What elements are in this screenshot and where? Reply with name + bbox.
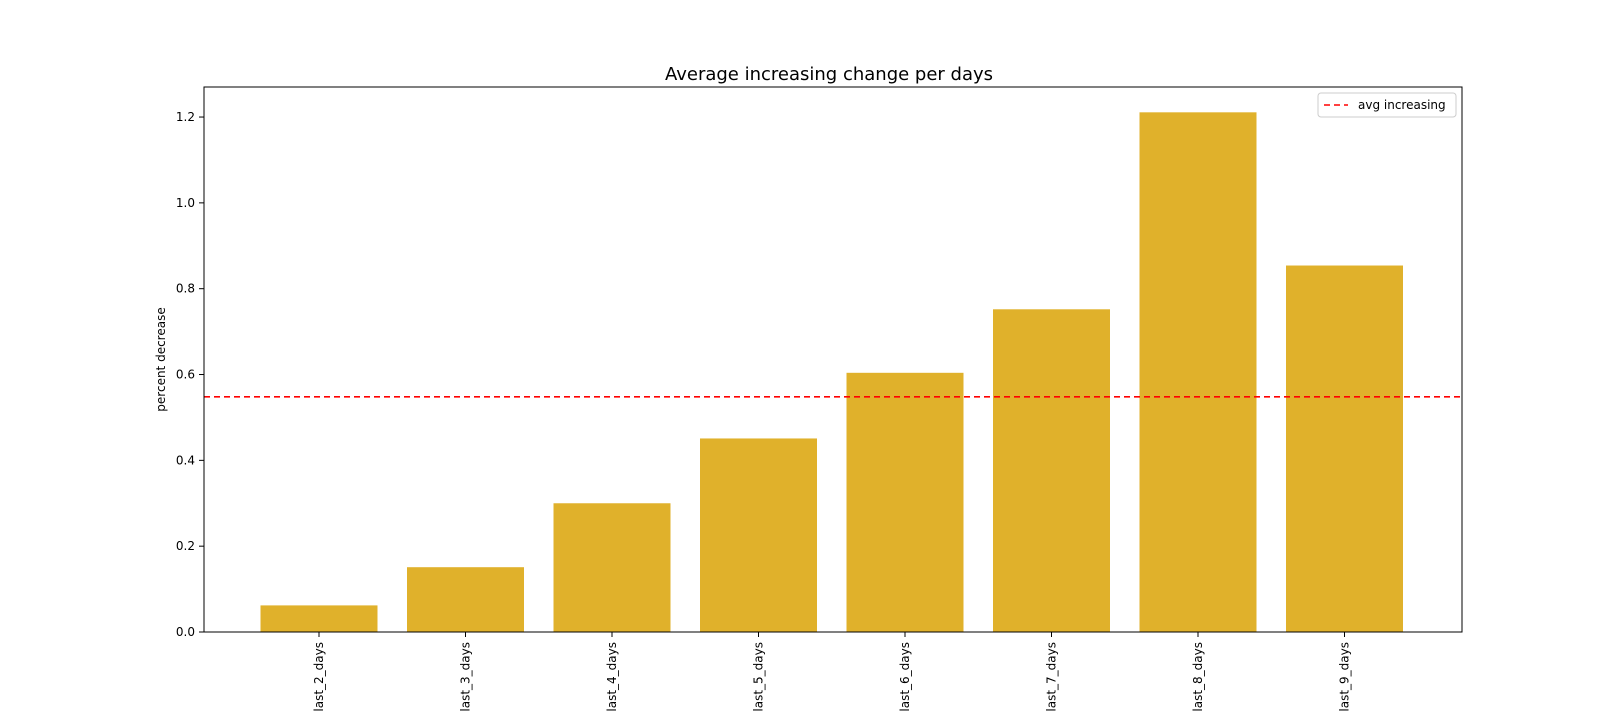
x-tick-label: last_9_days	[1338, 642, 1352, 712]
bar-last_4_days	[553, 503, 671, 632]
y-tick-label: 1.0	[176, 196, 195, 210]
bar-last_2_days	[260, 605, 378, 632]
x-tick-label: last_6_days	[898, 642, 912, 712]
x-tick-label: last_3_days	[459, 642, 473, 712]
bar-last_8_days	[1139, 112, 1257, 632]
legend-box	[1317, 92, 1457, 118]
x-tick-label: last_2_days	[312, 642, 326, 712]
bar-last_9_days	[1286, 265, 1403, 632]
x-tick-label: last_8_days	[1191, 642, 1205, 712]
y-tick-label: 1.2	[176, 110, 195, 124]
bar-last_5_days	[700, 438, 817, 632]
axes-layer: 0.0 0.2 0.4 0.6 0.8 1.0 1.2 last_2_days last_3_d…	[176, 86, 1463, 712]
x-tick-label: last_7_days	[1045, 642, 1059, 712]
bar-last_6_days	[846, 372, 964, 632]
bars-layer	[260, 112, 1403, 632]
y-tick-label: 0.8	[176, 282, 195, 296]
bar-last_7_days	[993, 309, 1110, 632]
y-tick-label: 0.2	[176, 539, 195, 553]
legend: avg increasing	[1317, 92, 1457, 118]
bar-last_3_days	[407, 567, 524, 632]
x-tick-label: last_4_days	[605, 642, 619, 712]
x-tick-label: last_5_days	[752, 642, 766, 712]
y-tick-label: 0.4	[176, 453, 195, 467]
legend-label: avg increasing	[1358, 98, 1446, 112]
plot-frame	[203, 86, 1463, 633]
y-axis-label: percent decrease	[154, 307, 168, 411]
chart-title: Average increasing change per days	[665, 64, 993, 85]
y-tick-label: 0.0	[176, 625, 195, 639]
y-tick-label: 0.6	[176, 368, 195, 382]
